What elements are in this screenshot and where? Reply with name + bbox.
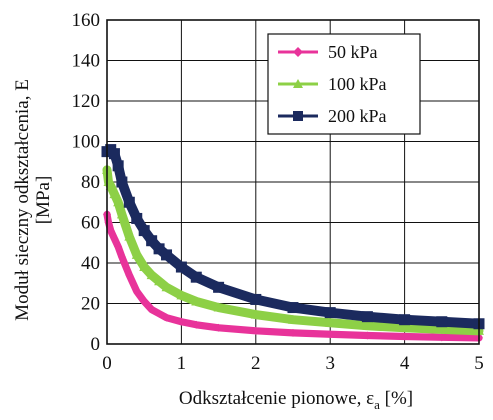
y-axis-title-line2: [MPa] (33, 176, 54, 225)
series-layer (101, 144, 485, 342)
x-tick-label: 1 (177, 353, 187, 374)
data-point (116, 176, 128, 188)
data-point (131, 212, 143, 224)
y-tick-labels: 0 20 40 60 80 100 120 140 160 (72, 10, 101, 355)
legend-marker (293, 79, 303, 88)
legend-label: 100 kPa (328, 74, 387, 94)
data-point (400, 332, 409, 341)
data-point (125, 271, 134, 280)
data-point (399, 314, 411, 326)
x-axis-title-unit: [%] (380, 388, 413, 409)
data-point (190, 271, 202, 283)
data-point (124, 231, 135, 241)
data-point (117, 252, 126, 261)
data-point (105, 181, 116, 191)
data-point (325, 317, 336, 327)
x-axis-title-main: Odkształcenie pionowe, ε (179, 388, 374, 409)
data-point (192, 320, 201, 329)
y-tick-label: 60 (81, 213, 100, 234)
data-point (213, 302, 224, 312)
legend-item: 50 kPa (278, 42, 378, 62)
data-point (114, 242, 123, 251)
data-point (326, 330, 335, 339)
data-point (110, 234, 119, 243)
series-2 (102, 164, 484, 336)
data-point (437, 333, 446, 342)
x-tick-label: 2 (251, 353, 261, 374)
y-tick-label: 100 (72, 132, 101, 153)
y-tick-label: 80 (81, 172, 100, 193)
data-point (250, 293, 262, 305)
data-point (362, 320, 373, 330)
data-point (162, 313, 171, 322)
x-tick-labels: 0 1 2 3 4 5 (102, 353, 484, 374)
x-tick-label: 3 (325, 353, 335, 374)
data-point (399, 322, 410, 332)
x-axis-title: Odkształcenie pionowe, εa [%] (179, 388, 413, 412)
data-point (213, 281, 225, 293)
legend-label: 50 kPa (328, 42, 378, 62)
data-point (140, 297, 149, 306)
data-point (191, 296, 202, 306)
data-point (112, 160, 124, 172)
data-point (289, 328, 297, 337)
data-point (154, 276, 165, 286)
data-point (106, 226, 115, 235)
data-point (113, 197, 124, 207)
data-point (108, 148, 120, 160)
legend-marker (293, 111, 303, 121)
data-point (138, 225, 150, 237)
x-tick-label: 5 (474, 353, 484, 374)
legend-label: 200 kPa (328, 106, 387, 126)
data-point (161, 249, 173, 261)
data-point (146, 235, 158, 247)
y-tick-label: 40 (81, 253, 100, 274)
legend: 50 kPa 100 kPa 200 kPa (267, 33, 421, 135)
data-point (214, 323, 223, 332)
series-1 (103, 210, 483, 342)
data-point (176, 290, 187, 300)
x-axis-title-subscript: a (374, 397, 380, 412)
data-point (123, 196, 135, 208)
data-point (251, 326, 260, 335)
data-point (250, 309, 261, 319)
data-point (436, 316, 448, 328)
y-axis-title-line1: Moduł sieczny odkształcenia, E (12, 79, 33, 321)
legend-item: 100 kPa (278, 74, 387, 94)
data-point (131, 249, 142, 259)
plot-frame (106, 19, 480, 345)
data-point (155, 309, 164, 318)
data-point (363, 331, 372, 340)
data-point (146, 270, 157, 280)
data-point (153, 243, 165, 255)
y-tick-label: 0 (91, 334, 101, 355)
x-tick-label: 0 (102, 353, 112, 374)
data-point (132, 287, 141, 296)
data-point (177, 317, 186, 326)
data-point (139, 262, 150, 272)
y-tick-label: 160 (72, 10, 101, 31)
y-tick-label: 20 (81, 294, 100, 315)
data-point (161, 282, 172, 292)
y-tick-label: 120 (72, 91, 101, 112)
data-point (436, 324, 447, 334)
x-tick-label: 4 (400, 353, 410, 374)
data-point (175, 261, 187, 273)
legend-marker (293, 47, 303, 57)
data-point (324, 307, 336, 319)
data-point (361, 311, 373, 323)
data-point (109, 189, 120, 199)
data-point (287, 302, 299, 314)
data-point (147, 305, 156, 314)
data-point (288, 314, 298, 324)
y-tick-label: 140 (72, 51, 101, 72)
data-point (116, 209, 127, 219)
series-line (103, 210, 483, 342)
legend-item: 200 kPa (278, 106, 387, 126)
